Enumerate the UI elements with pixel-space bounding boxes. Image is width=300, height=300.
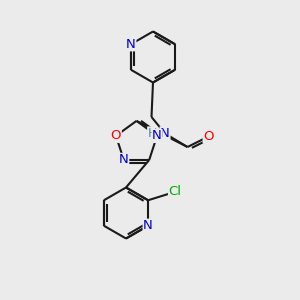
- Text: O: O: [111, 129, 121, 142]
- Text: N: N: [152, 129, 162, 142]
- Text: N: N: [160, 127, 170, 140]
- Text: H: H: [148, 127, 157, 140]
- Text: N: N: [126, 38, 136, 51]
- Text: N: N: [143, 219, 153, 232]
- Text: O: O: [203, 130, 214, 143]
- Text: N: N: [119, 154, 129, 166]
- Text: Cl: Cl: [169, 185, 182, 198]
